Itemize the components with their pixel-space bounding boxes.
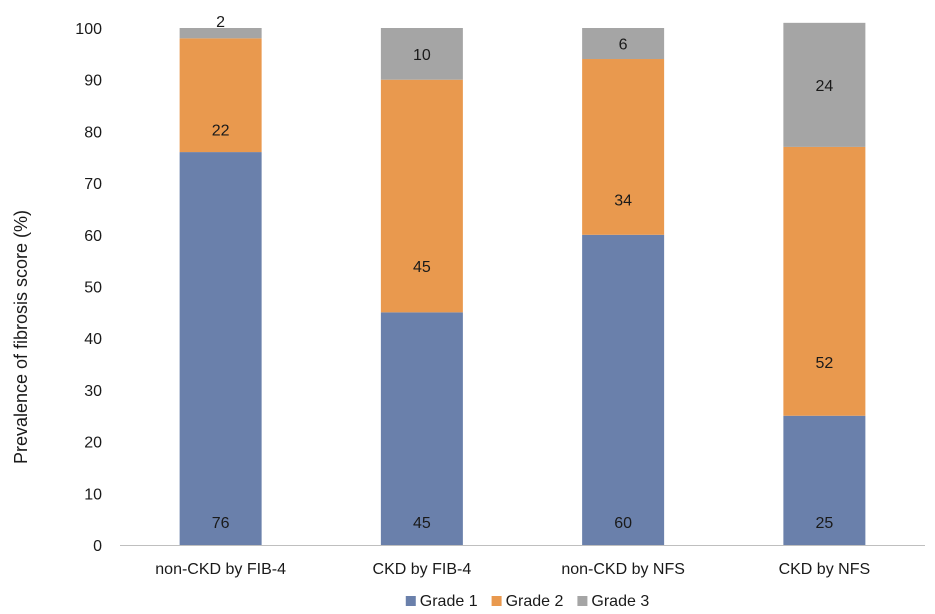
legend-item: Grade 1 [405,593,478,610]
bar-grade-1-0 [179,152,262,545]
data-label: 34 [614,193,632,210]
x-tick-label: CKD by NFS [779,561,871,578]
bar-grade-3-3 [783,22,866,147]
bar-grade-3-0 [179,28,262,39]
y-axis: 0 10 20 30 40 50 60 70 80 90 100 [75,21,102,555]
data-label: 22 [212,122,230,139]
y-tick-label: 40 [84,331,102,348]
bar-grade-2-3 [783,146,866,416]
data-label: 25 [815,515,833,532]
data-label: 60 [614,515,632,532]
bar-grade-3-2 [582,28,665,60]
data-label: 76 [212,515,230,532]
y-tick-label: 100 [75,21,102,38]
bar-grade-3-1 [380,28,463,80]
y-tick-label: 20 [84,435,102,452]
y-axis-title: Prevalence of fibrosis score (%) [11,210,31,464]
data-label: 45 [413,515,431,532]
legend-label: Grade 2 [506,593,564,610]
bar-grade-2-2 [582,59,665,235]
data-label: 45 [413,259,431,276]
y-tick-label: 50 [84,280,102,297]
legend-swatch [405,596,416,606]
data-label: 24 [815,78,833,95]
x-axis: non-CKD by FIB-4 CKD by FIB-4 non-CKD by N… [155,561,870,578]
y-axis-title-group: Prevalence of fibrosis score (%) [11,210,31,464]
data-label: 6 [619,37,628,54]
legend-item: Grade 2 [491,593,564,610]
data-label: 10 [413,47,431,64]
y-tick-label: 10 [84,486,102,503]
legend-label: Grade 3 [591,593,649,610]
y-tick-label: 30 [84,383,102,400]
legend: Grade 1 Grade 2 Grade 3 [405,593,649,610]
legend-item: Grade 3 [577,593,649,610]
data-label: 52 [815,355,833,372]
legend-label: Grade 1 [420,593,478,610]
bars [179,22,866,546]
y-tick-label: 0 [93,538,102,555]
x-tick-label: CKD by FIB-4 [373,561,472,578]
y-tick-label: 70 [84,176,102,193]
x-tick-label: non-CKD by FIB-4 [155,561,286,578]
x-tick-label: non-CKD by NFS [561,561,685,578]
legend-swatch [491,596,502,606]
data-label: 2 [216,14,225,31]
bar-grade-1-2 [582,234,665,546]
legend-swatch [577,596,588,606]
bar-grade-1-3 [783,415,866,545]
bar-grade-2-1 [380,79,463,313]
y-tick-label: 90 [84,73,102,90]
y-tick-label: 80 [84,124,102,141]
y-tick-label: 60 [84,228,102,245]
bar-grade-2-0 [179,38,262,153]
bar-grade-1-1 [380,312,463,545]
